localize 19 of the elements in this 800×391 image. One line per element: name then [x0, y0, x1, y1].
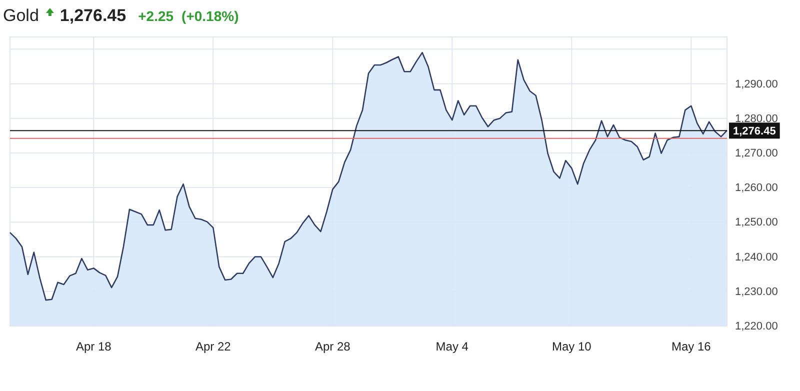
y-tick-label: 1,290.00 [735, 78, 778, 90]
y-tick-label: 1,270.00 [735, 147, 778, 160]
y-tick-label: 1,280.00 [735, 112, 778, 125]
y-tick-label: 1,240.00 [735, 251, 778, 264]
y-tick-label: 1,220.00 [735, 320, 778, 333]
x-tick-label: Apr 28 [314, 340, 351, 354]
x-tick-label: Apr 18 [76, 340, 112, 354]
text: 1,276.45 [60, 6, 126, 25]
x-tick-label: May 4 [436, 340, 469, 354]
chart-title: Gold [3, 6, 39, 25]
text: (+0.18%) [182, 8, 239, 24]
x-tick-label: Apr 22 [195, 340, 232, 354]
y-tick-label: 1,260.00 [735, 182, 778, 194]
ref-line-label: 1,276.45 [733, 126, 776, 138]
text: +2.25 [138, 8, 174, 24]
y-tick-label: 1,250.00 [735, 216, 778, 229]
x-tick-label: May 16 [671, 340, 712, 354]
x-tick-label: May 10 [552, 340, 592, 354]
y-tick-label: 1,230.00 [735, 286, 778, 298]
